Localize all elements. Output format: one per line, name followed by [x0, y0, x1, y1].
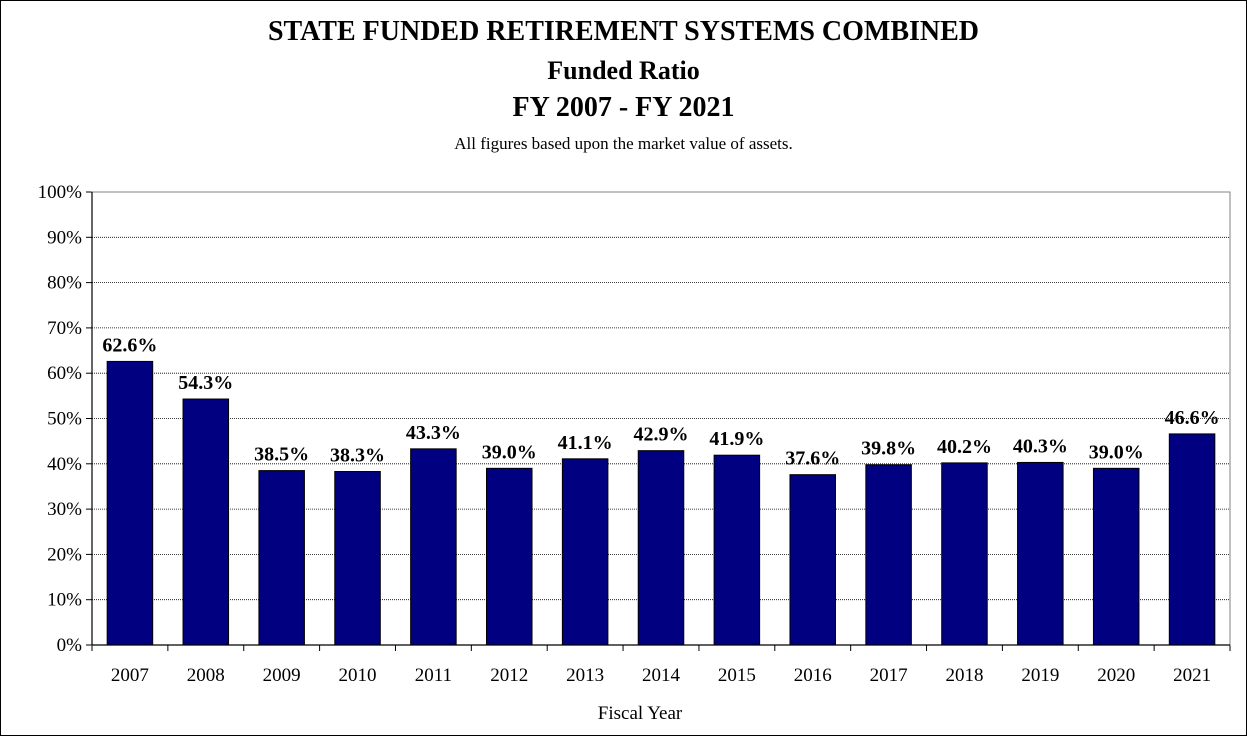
- y-tick-label: 0%: [57, 635, 83, 656]
- bar-2015: [713, 454, 761, 646]
- bar-2021: [1168, 433, 1216, 646]
- y-tick-label: 90%: [47, 227, 82, 248]
- x-tick-label-2012: 2012: [490, 665, 528, 686]
- data-label-2008: 54.3%: [178, 372, 233, 394]
- x-tick-label-2021: 2021: [1173, 665, 1211, 686]
- x-axis-label: Fiscal Year: [598, 703, 683, 724]
- y-tick-label: 100%: [38, 182, 83, 203]
- data-label-2021: 46.6%: [1165, 407, 1220, 429]
- data-label-2013: 41.1%: [558, 432, 613, 454]
- bar-2009: [258, 470, 305, 646]
- bar-2014: [637, 450, 685, 646]
- x-tick-label-2013: 2013: [566, 665, 604, 686]
- x-tick-label-2011: 2011: [415, 665, 452, 686]
- data-label-2012: 39.0%: [482, 441, 537, 463]
- data-label-2016: 37.6%: [785, 448, 840, 470]
- x-tick-label-2010: 2010: [339, 665, 377, 686]
- x-tick-label-2020: 2020: [1097, 665, 1135, 686]
- data-label-2014: 42.9%: [634, 424, 689, 446]
- x-tick-label-2018: 2018: [945, 665, 983, 686]
- x-tick-label-2008: 2008: [187, 665, 225, 686]
- bar-2010: [334, 471, 381, 646]
- x-tick-label-2016: 2016: [794, 665, 832, 686]
- data-label-2020: 39.0%: [1089, 441, 1144, 463]
- y-tick-label: 60%: [47, 363, 82, 384]
- x-tick-label-2007: 2007: [111, 665, 149, 686]
- bar-2011: [410, 448, 457, 646]
- chart-title: STATE FUNDED RETIREMENT SYSTEMS COMBINED: [267, 16, 980, 47]
- chart-subtitle-year-range: FY 2007 - FY 2021: [512, 92, 735, 123]
- y-tick-label: 80%: [47, 273, 82, 294]
- y-tick-label: 30%: [47, 499, 82, 520]
- bar-2013: [561, 458, 609, 646]
- bar-2016: [789, 474, 836, 646]
- y-tick-label: 10%: [47, 590, 82, 611]
- data-label-2015: 41.9%: [709, 428, 764, 450]
- data-label-2017: 39.8%: [861, 438, 916, 460]
- bar-2012: [486, 467, 533, 646]
- data-label-2007: 62.6%: [102, 334, 157, 356]
- x-tick-label-2015: 2015: [718, 665, 756, 686]
- data-label-2011: 43.3%: [406, 422, 461, 444]
- data-label-2018: 40.2%: [937, 436, 992, 458]
- bars: [106, 360, 1216, 646]
- bar-2020: [1092, 467, 1140, 646]
- y-tick-label: 50%: [47, 409, 82, 430]
- y-tick-label: 70%: [47, 318, 82, 339]
- x-tick-label-2019: 2019: [1021, 665, 1059, 686]
- bar-2019: [1017, 461, 1064, 646]
- bar-2017: [865, 464, 912, 646]
- labels: 0% 10% 20% 30% 40% 50% 60% 70% 80% 90% 100% 62.6% 20…: [38, 182, 1220, 686]
- y-tick-label: 40%: [47, 454, 82, 475]
- chart-subtitle-funded-ratio: Funded Ratio: [547, 56, 700, 85]
- axes: [86, 191, 1231, 651]
- x-tick-label-2017: 2017: [870, 665, 908, 686]
- x-tick-label-2009: 2009: [263, 665, 301, 686]
- data-label-2019: 40.3%: [1013, 435, 1068, 457]
- chart-note: All figures based upon the market value …: [454, 134, 793, 153]
- bar-2018: [941, 462, 988, 646]
- y-tick-label: 20%: [47, 544, 82, 565]
- data-label-2009: 38.5%: [254, 444, 309, 466]
- bar-2007: [106, 360, 154, 646]
- x-tick-label-2014: 2014: [642, 665, 681, 686]
- bar-2008: [182, 398, 230, 646]
- data-label-2010: 38.3%: [330, 445, 385, 467]
